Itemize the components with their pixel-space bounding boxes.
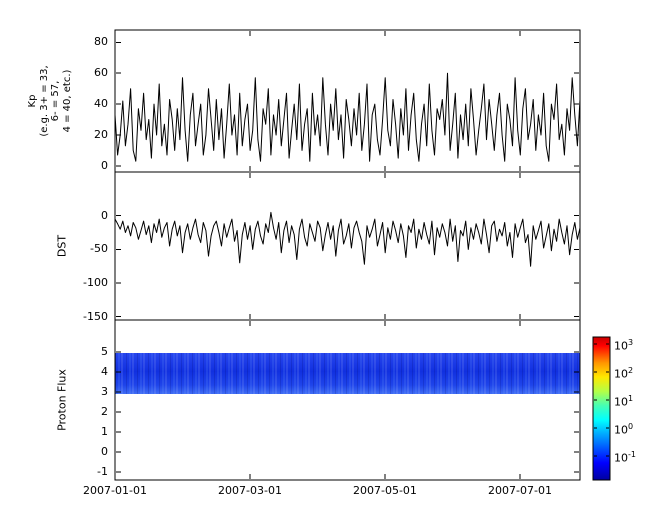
proton-flux-band-texture [115,353,580,394]
proton-flux-frame [114,319,581,481]
dst-index-frame [114,171,581,321]
kp-index-frame [114,29,581,173]
colorbar-frame [592,336,611,481]
colorbar [593,337,610,480]
kp-line [114,72,581,162]
dst-line [114,211,581,267]
